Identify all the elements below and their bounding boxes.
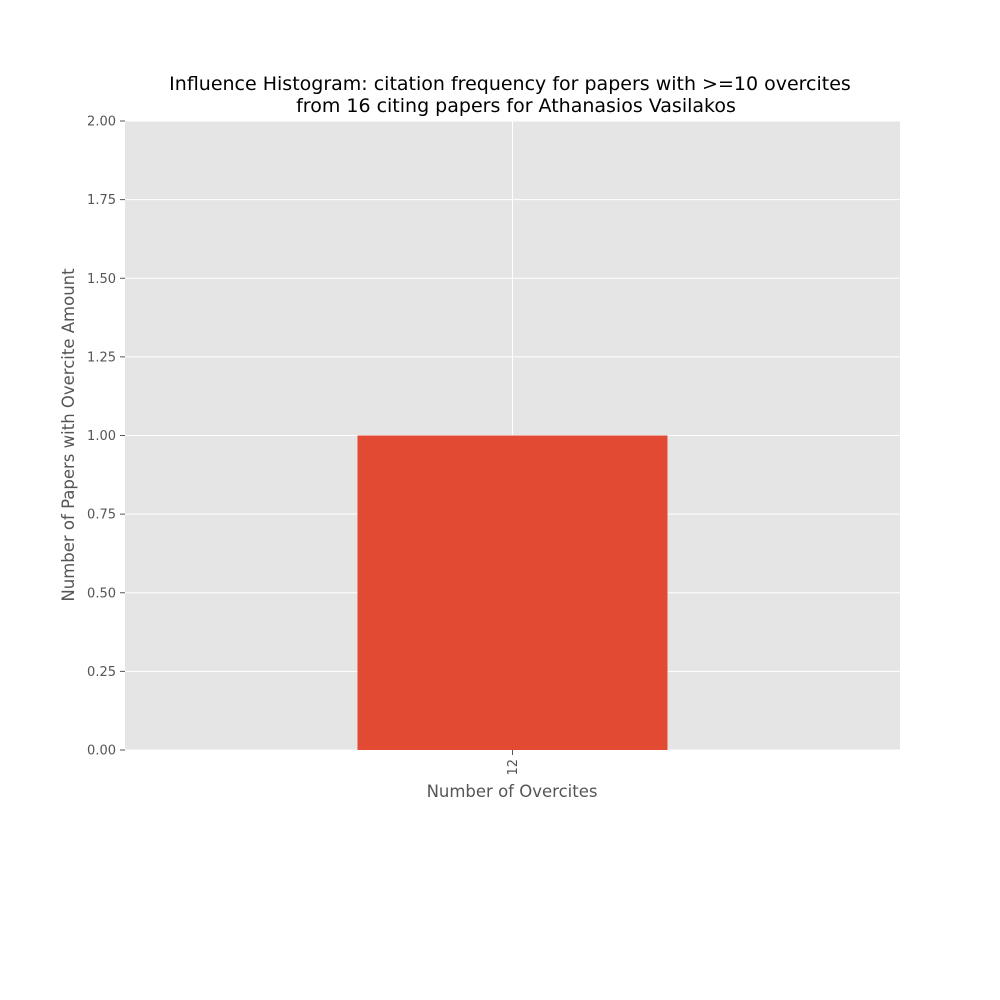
bars <box>357 435 668 750</box>
y-tick-label: 0.75 <box>87 508 116 523</box>
y-tick-label: 1.00 <box>87 429 116 444</box>
y-tick-label: 0.25 <box>87 665 116 680</box>
bar <box>357 435 668 750</box>
y-tick-label: 1.50 <box>87 272 116 287</box>
y-tick-label: 0.50 <box>87 586 116 601</box>
chart-title-line-2: from 16 citing papers for Athanasios Vas… <box>296 95 736 117</box>
y-tick-label: 1.25 <box>87 350 116 365</box>
chart-title-line-1: Influence Histogram: citation frequency … <box>169 73 851 95</box>
x-axis-label: Number of Overcites <box>427 782 598 801</box>
y-tick-label: 2.00 <box>87 115 116 130</box>
y-axis-label: Number of Papers with Overcite Amount <box>59 268 78 602</box>
x-tick-label: 12 <box>506 759 521 776</box>
y-tick-label: 0.00 <box>87 744 116 759</box>
x-axis-ticks: 12 <box>506 750 521 776</box>
y-tick-label: 1.75 <box>87 193 116 208</box>
y-axis-ticks: 0.00 0.25 0.50 0.75 1.00 1.25 1.50 1.75 2.00 <box>87 115 125 759</box>
